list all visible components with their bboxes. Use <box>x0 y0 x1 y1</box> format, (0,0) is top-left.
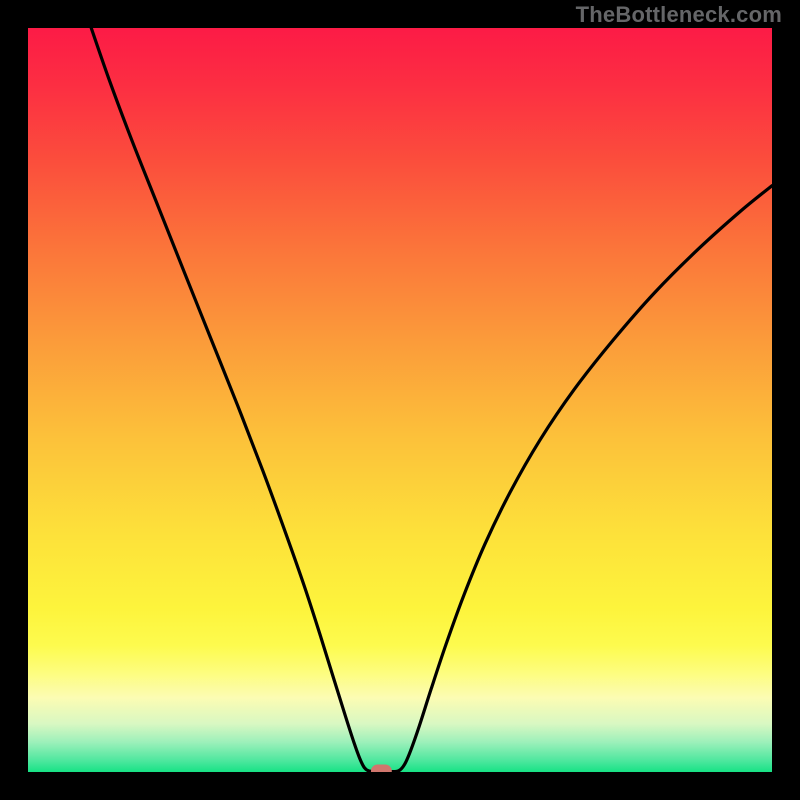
bottleneck-curve-chart <box>0 0 800 800</box>
watermark-text: TheBottleneck.com <box>576 2 782 28</box>
plot-area <box>28 28 772 772</box>
chart-container: TheBottleneck.com <box>0 0 800 800</box>
